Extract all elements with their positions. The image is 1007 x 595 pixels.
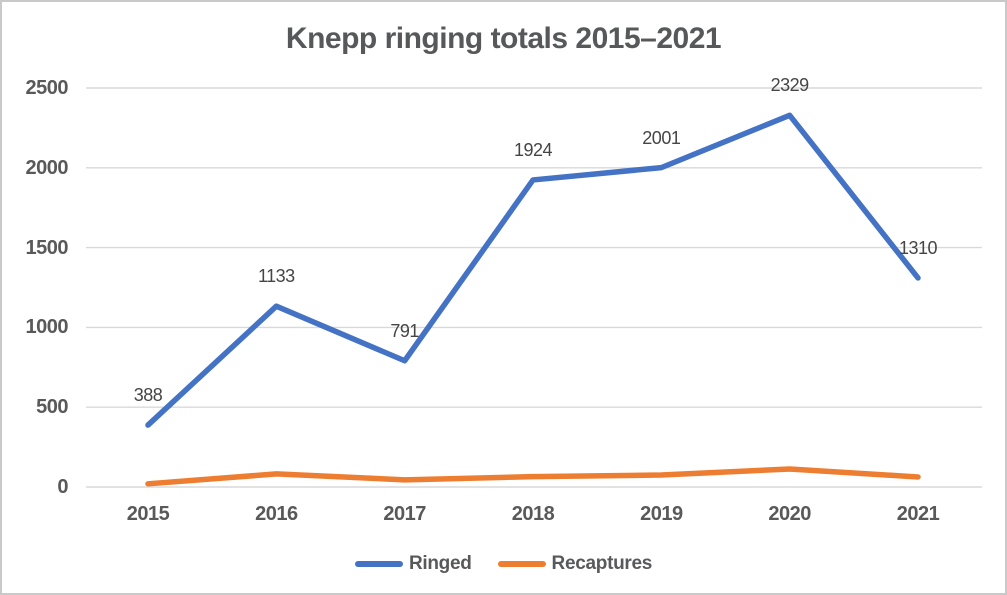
x-axis-tick-2018: 2018 bbox=[511, 503, 555, 525]
data-label-ringed-2021: 1310 bbox=[898, 237, 938, 258]
data-label-ringed-2015: 388 bbox=[133, 385, 163, 406]
y-axis-tick-0: 0 bbox=[57, 476, 68, 498]
x-axis-tick-2021: 2021 bbox=[896, 503, 940, 525]
data-label-ringed-2018: 1924 bbox=[513, 139, 553, 160]
recaptures-line-swatch bbox=[497, 561, 546, 567]
legend-label-recaptures: Recaptures bbox=[551, 553, 653, 574]
x-axis-tick-2020: 2020 bbox=[768, 503, 811, 525]
x-axis-tick-2016: 2016 bbox=[255, 503, 298, 525]
y-axis-tick-500: 500 bbox=[36, 396, 68, 419]
legend-item-ringed: Ringed bbox=[354, 553, 472, 575]
series-line-recaptures bbox=[145, 466, 921, 487]
y-axis-tick-2000: 2000 bbox=[25, 156, 69, 179]
data-label-ringed-2016: 1133 bbox=[257, 266, 295, 287]
ringed-line-swatch bbox=[354, 561, 403, 567]
y-axis-tick-2500: 2500 bbox=[25, 77, 69, 99]
data-label-ringed-2020: 2329 bbox=[770, 75, 810, 96]
data-label-ringed-2017: 791 bbox=[390, 320, 419, 341]
legend-label-ringed: Ringed bbox=[408, 553, 472, 574]
y-axis-tick-1500: 1500 bbox=[25, 236, 69, 259]
y-axis-tick-1000: 1000 bbox=[25, 316, 69, 339]
x-axis-tick-2017: 2017 bbox=[383, 503, 426, 525]
data-label-ringed-2019: 2001 bbox=[642, 127, 681, 148]
legend: Ringed Recaptures bbox=[2, 553, 1005, 575]
chart-title: Knepp ringing totals 2015–2021 bbox=[285, 22, 722, 55]
series-line-ringed bbox=[145, 112, 921, 428]
legend-item-recaptures: Recaptures bbox=[497, 553, 653, 575]
x-axis-tick-2019: 2019 bbox=[640, 503, 683, 525]
x-axis-tick-2015: 2015 bbox=[126, 503, 170, 525]
